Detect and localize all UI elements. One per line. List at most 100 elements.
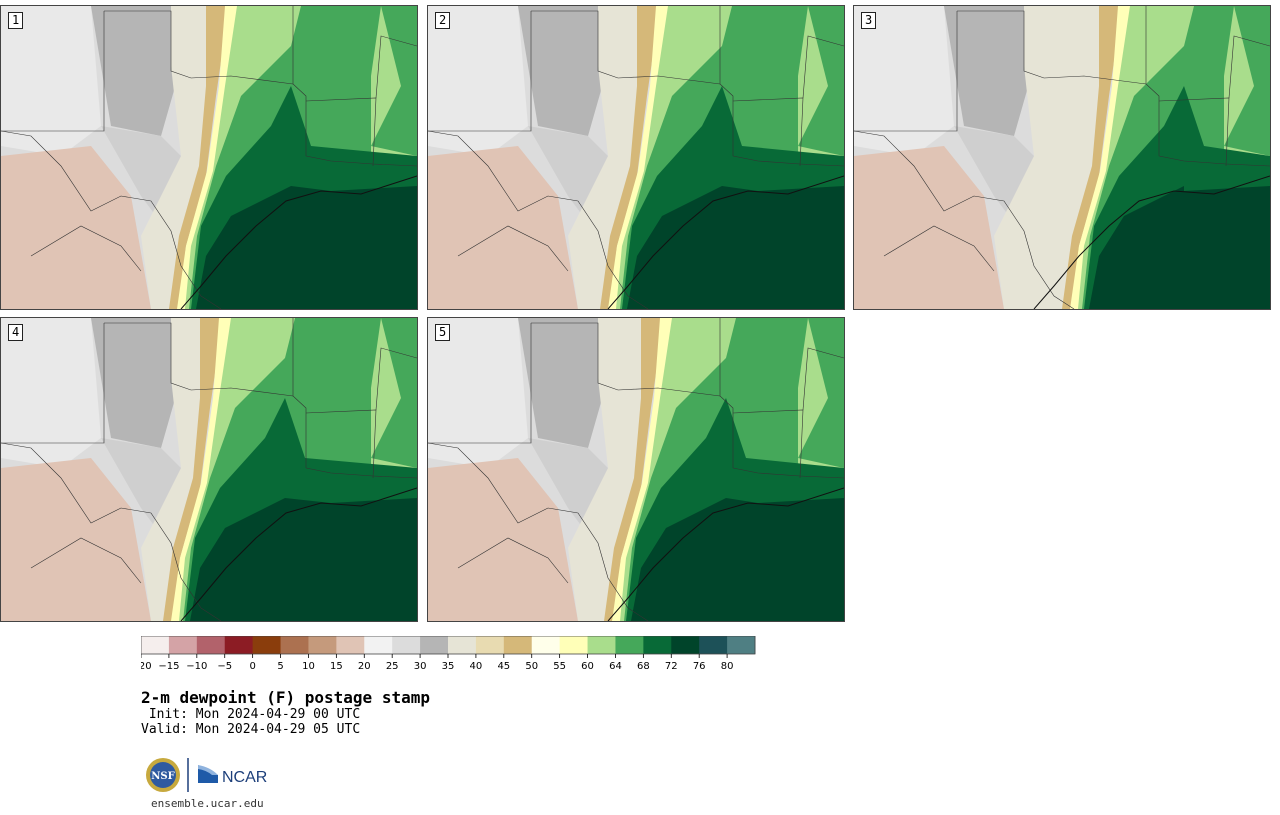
state-border [531,10,721,85]
dewpoint-region [1,458,151,621]
map-panel-4: 4 [0,317,418,622]
coastline [607,487,844,621]
state-border [428,323,532,444]
colorbar-tick-label: 72 [665,661,678,672]
state-border [1,442,222,621]
colorbar-tick-label: 45 [497,661,510,672]
dewpoint-region [568,6,647,309]
state-border [428,130,649,309]
colorbar-swatch [308,636,337,654]
dewpoint-region [1,318,101,468]
website-url: ensemble.ucar.edu [151,797,264,810]
colorbar-tick-label: 68 [637,661,650,672]
colorbar-tick-label: 20 [358,661,371,672]
dewpoint-region [141,318,210,621]
dewpoint-region [604,318,664,621]
state-border [428,11,532,132]
dewpoint-region [91,6,181,136]
colorbar-tick-label: −5 [217,661,232,672]
colorbar-swatch [168,636,198,654]
colorbar-swatch [141,636,170,654]
dewpoint-region [428,318,528,468]
dewpoint-region [163,318,223,621]
coastline [180,175,417,309]
colorbar-tick-label: −15 [158,661,179,672]
colorbar-swatch [392,636,421,654]
colorbar-tick-label: 25 [386,661,399,672]
colorbar-tick-label: 5 [277,661,283,672]
colorbar-swatch [475,636,505,654]
dewpoint-region [854,146,1004,309]
panel-number-label: 3 [861,12,877,29]
colorbar-swatch [196,636,226,654]
dewpoint-region [518,6,608,136]
colorbar-tick-label: 64 [609,661,622,672]
state-border [1228,35,1270,99]
colorbar-tick-label: 76 [693,661,706,672]
dewpoint-region [631,498,844,621]
nsf-logo-text: NSF [151,771,174,782]
init-time: Init: Mon 2024-04-29 00 UTC [141,707,361,722]
state-border [732,467,844,479]
dewpoint-region [285,318,417,468]
dewpoint-region [608,6,672,309]
colorbar-tick-label: 0 [249,661,255,672]
colorbar-swatch [448,636,477,654]
colorbar-tick-label: 55 [553,661,566,672]
state-border [305,467,417,479]
dewpoint-region [1070,6,1134,309]
state-border [957,10,1147,85]
colorbar-swatch [364,636,393,654]
state-border [104,10,294,85]
dewpoint-region [141,6,216,309]
dewpoint-region [190,498,417,621]
state-border [802,347,844,411]
colorbar-tick-label: 60 [581,661,594,672]
dewpoint-region [291,6,417,156]
state-border [883,225,995,272]
colorbar-swatch [280,636,309,654]
colorbar-tick-label: 40 [470,661,483,672]
dewpoint-field [1,6,417,309]
colorbar-swatch [587,636,616,654]
colorbar-swatch [727,636,756,654]
state-border [457,537,569,584]
dewpoint-region [1,146,151,309]
dewpoint-region [518,318,608,448]
state-border [1158,155,1270,167]
colorbar-swatch [699,636,728,654]
map-panel-5: 5 [427,317,845,622]
colorbar-tick-label: 30 [414,661,427,672]
dewpoint-region [600,6,660,309]
coastline [180,487,417,621]
colorbar-tick-label: −10 [186,661,207,672]
colorbar-tick-label: −20 [141,661,152,672]
state-border [531,322,721,397]
colorbar-legend: −20 −15 −10 −5 0 5 10 15 20 25 30 35 40 45 50 55 60 64 68 7… [141,636,756,672]
dewpoint-region [1062,6,1122,309]
panel-number-label: 1 [8,12,24,29]
colorbar-swatch [671,636,700,654]
dewpoint-region [854,6,954,156]
colorbar-swatch [643,636,672,654]
dewpoint-region [177,6,241,309]
dewpoint-region [196,186,417,309]
dewpoint-region [428,458,578,621]
dewpoint-field [1,318,417,621]
colorbar-swatch [252,636,282,654]
panel-number-label: 5 [435,324,451,341]
colorbar-tick-label: 35 [442,661,455,672]
colorbar-tick-label: 10 [302,661,315,672]
map-panel-1: 1 [0,5,418,310]
panel-number-label: 2 [435,12,451,29]
colorbar-swatch [531,636,561,654]
dewpoint-region [1184,6,1270,156]
state-border [732,155,844,167]
state-border [854,11,958,132]
state-border [30,537,142,584]
panel-number-label: 4 [8,324,24,341]
coastline [1033,175,1270,309]
dewpoint-field [854,6,1270,309]
dewpoint-region [91,318,181,448]
nsf-ncar-logos: NSF NCAR [146,758,267,792]
